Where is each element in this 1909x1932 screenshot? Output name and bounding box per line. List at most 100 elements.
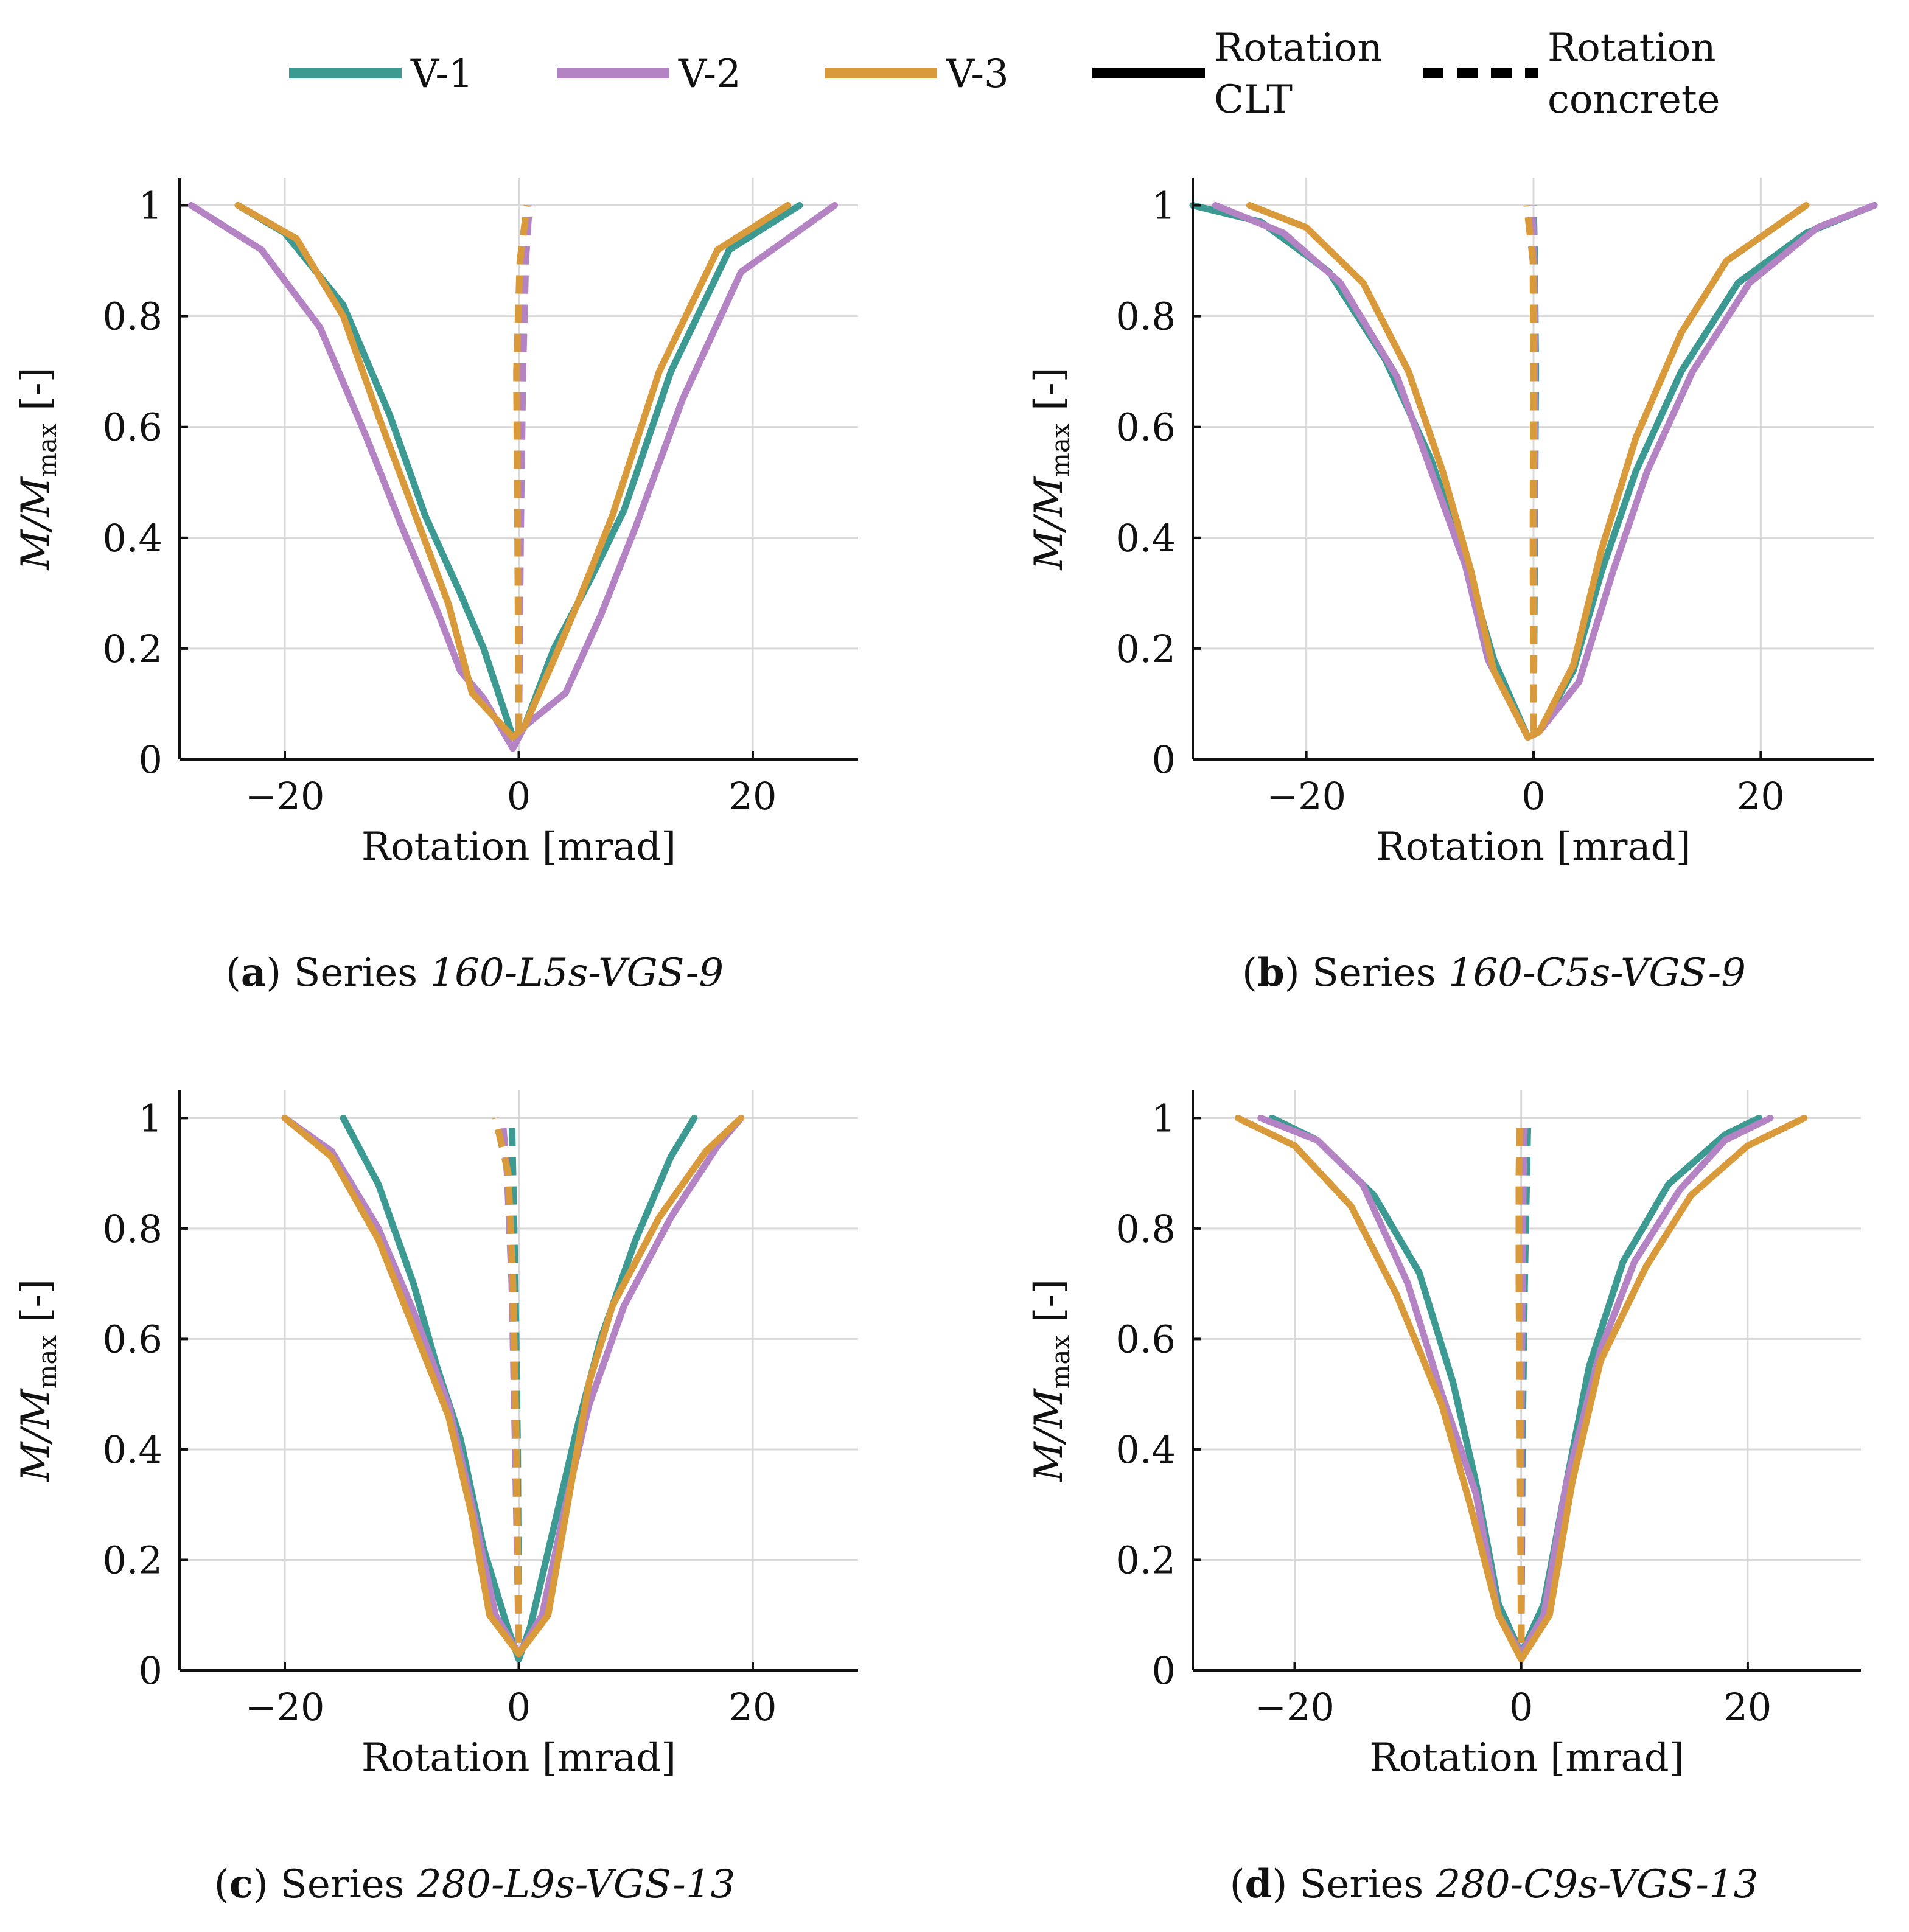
legend-label-rotation-clt-line2: CLT — [1214, 77, 1293, 122]
series-line-v-3-clt — [234, 202, 792, 741]
x-tick-label: −20 — [1266, 774, 1346, 818]
legend-entry-rotation-clt: Rotation CLT — [1092, 26, 1383, 122]
y-tick-label: 0.6 — [102, 1317, 162, 1361]
y-tick-label: 0.4 — [102, 516, 162, 560]
x-tick-label: 20 — [1737, 774, 1785, 818]
caption-prefix: ) Series — [1272, 1862, 1436, 1907]
legend-label-rotation-concrete-line2: concrete — [1548, 77, 1720, 122]
y-tick-label: 0.8 — [1115, 1207, 1176, 1251]
caption-panel-letter: b — [1257, 950, 1285, 996]
caption-series-title: 280-C9s-VGS-13 — [1436, 1862, 1759, 1907]
legend-label-rotation-clt-line1: Rotation — [1214, 26, 1383, 71]
x-axis-label: Rotation [mrad] — [361, 1735, 676, 1780]
y-tick-label: 0.8 — [1115, 295, 1176, 339]
y-tick-label: 0.2 — [102, 627, 162, 671]
y-axis-label-sub: max — [32, 1335, 62, 1389]
y-tick-label: 0.2 — [1115, 1538, 1176, 1582]
series-line-v-1-clt — [340, 1114, 698, 1663]
caption-panel-letter: d — [1245, 1861, 1272, 1907]
y-axis-label-unit: [-] — [1027, 1279, 1072, 1335]
series-line-v-3-concrete — [1523, 204, 1537, 732]
caption-open-paren: ( — [1242, 950, 1257, 996]
y-tick-label: 0.4 — [1115, 1428, 1176, 1472]
series-line-v-1-concrete — [508, 1118, 522, 1643]
chart-panel-b: −20 0 20 0 0.2 0.4 0.6 0.8 1 Rotation [mrad] M/Mma… — [1027, 178, 1878, 996]
legend-label-v1: V-1 — [410, 52, 473, 97]
y-axis-label: M/Mmax [-] — [13, 367, 62, 570]
y-tick-label: 1 — [139, 1096, 162, 1140]
y-axis-label-unit: [-] — [13, 367, 58, 423]
legend-entry-v3: V-3 — [825, 52, 1009, 97]
y-axis-label-sub: max — [32, 423, 62, 477]
y-tick-label: 0.6 — [102, 405, 162, 450]
legend-label-v2: V-2 — [678, 52, 741, 97]
y-tick-label: 0.6 — [1115, 405, 1176, 450]
panel-caption: (a) Series 160-L5s-VGS-9 — [226, 950, 724, 996]
caption-prefix: ) Series — [266, 950, 430, 996]
y-tick-label: 0.2 — [1115, 627, 1176, 671]
y-axis-label: M/Mmax [-] — [1027, 1279, 1075, 1482]
caption-open-paren: ( — [226, 950, 241, 996]
y-axis-label: M/Mmax [-] — [1027, 367, 1075, 570]
x-tick-label: 0 — [507, 774, 531, 818]
legend-entry-v1: V-1 — [289, 52, 473, 97]
chart-panel-d: −20 0 20 0 0.2 0.4 0.6 0.8 1 Rotation [mrad] M/Mma… — [1027, 1090, 1861, 1907]
legend: V-1 V-2 V-3 Rotation CLT Rotation concre… — [289, 26, 1720, 122]
x-tick-label: 20 — [729, 1685, 777, 1729]
x-axis-label: Rotation [mrad] — [1376, 825, 1691, 870]
y-tick-label: 0.4 — [102, 1428, 162, 1472]
chart-panel-a: −20 0 20 0 0.2 0.4 0.6 0.8 1 Rotation [mrad] M/Mma… — [13, 178, 858, 996]
caption-series-title: 280-L9s-VGS-13 — [416, 1862, 735, 1907]
legend-label-rotation-concrete-line1: Rotation — [1548, 26, 1716, 71]
y-tick-label: 1 — [139, 184, 162, 228]
series-line-v-3-concrete — [1515, 1118, 1525, 1643]
chart-panel-c: −20 0 20 0 0.2 0.4 0.6 0.8 1 Rotation [mrad] M/Mma… — [13, 1090, 858, 1907]
x-axis-label: Rotation [mrad] — [1369, 1735, 1684, 1780]
x-axis-label: Rotation [mrad] — [361, 825, 676, 870]
x-tick-label: 20 — [1723, 1685, 1771, 1729]
series-line-v-3-clt — [281, 1114, 745, 1658]
y-tick-label: 1 — [1152, 1096, 1176, 1140]
x-tick-label: 0 — [1509, 1685, 1533, 1729]
series-line-v-3-clt — [1234, 1114, 1808, 1663]
caption-prefix: ) Series — [253, 1862, 417, 1907]
y-tick-label: 0.6 — [1115, 1317, 1176, 1361]
y-axis-label-sub: max — [1045, 1335, 1075, 1389]
y-axis-label-sub: max — [1045, 423, 1075, 477]
y-tick-label: 0.8 — [102, 295, 162, 339]
caption-open-paren: ( — [1230, 1862, 1245, 1907]
legend-entry-rotation-concrete: Rotation concrete — [1423, 26, 1720, 122]
caption-open-paren: ( — [214, 1862, 229, 1907]
series-line-v-3-concrete — [513, 204, 531, 732]
y-tick-label: 1 — [1152, 184, 1176, 228]
series-line-v-2-clt — [1257, 1114, 1774, 1658]
y-tick-label: 0.4 — [1115, 516, 1176, 560]
panel-caption: (c) Series 280-L9s-VGS-13 — [214, 1861, 736, 1907]
caption-panel-letter: c — [229, 1861, 253, 1907]
legend-label-v3: V-3 — [946, 52, 1009, 97]
x-tick-label: 0 — [507, 1685, 531, 1729]
panel-caption: (b) Series 160-C5s-VGS-9 — [1242, 950, 1746, 996]
caption-panel-letter: a — [241, 950, 266, 996]
y-tick-label: 0 — [1152, 1648, 1176, 1693]
x-tick-label: 0 — [1521, 774, 1545, 818]
y-axis-label-main: M/M — [13, 476, 58, 570]
y-axis-label-main: M/M — [1027, 1388, 1072, 1482]
caption-prefix: ) Series — [1285, 950, 1448, 996]
y-axis-label-unit: [-] — [13, 1279, 58, 1335]
y-axis-label: M/Mmax [-] — [13, 1279, 62, 1482]
caption-series-title: 160-L5s-VGS-9 — [430, 950, 724, 996]
x-tick-label: 20 — [729, 774, 777, 818]
x-tick-label: −20 — [245, 1685, 325, 1729]
y-tick-label: 0 — [139, 1648, 162, 1693]
y-tick-label: 0.2 — [102, 1538, 162, 1582]
y-tick-label: 0 — [139, 738, 162, 782]
series-line-v-3-clt — [1246, 202, 1810, 741]
series-line-v-3-concrete — [492, 1117, 522, 1643]
legend-entry-v2: V-2 — [557, 52, 741, 97]
series-line-v-2-clt — [187, 202, 839, 752]
y-axis-label-main: M/M — [13, 1388, 58, 1482]
y-tick-label: 0 — [1152, 738, 1176, 782]
x-tick-label: −20 — [245, 774, 325, 818]
